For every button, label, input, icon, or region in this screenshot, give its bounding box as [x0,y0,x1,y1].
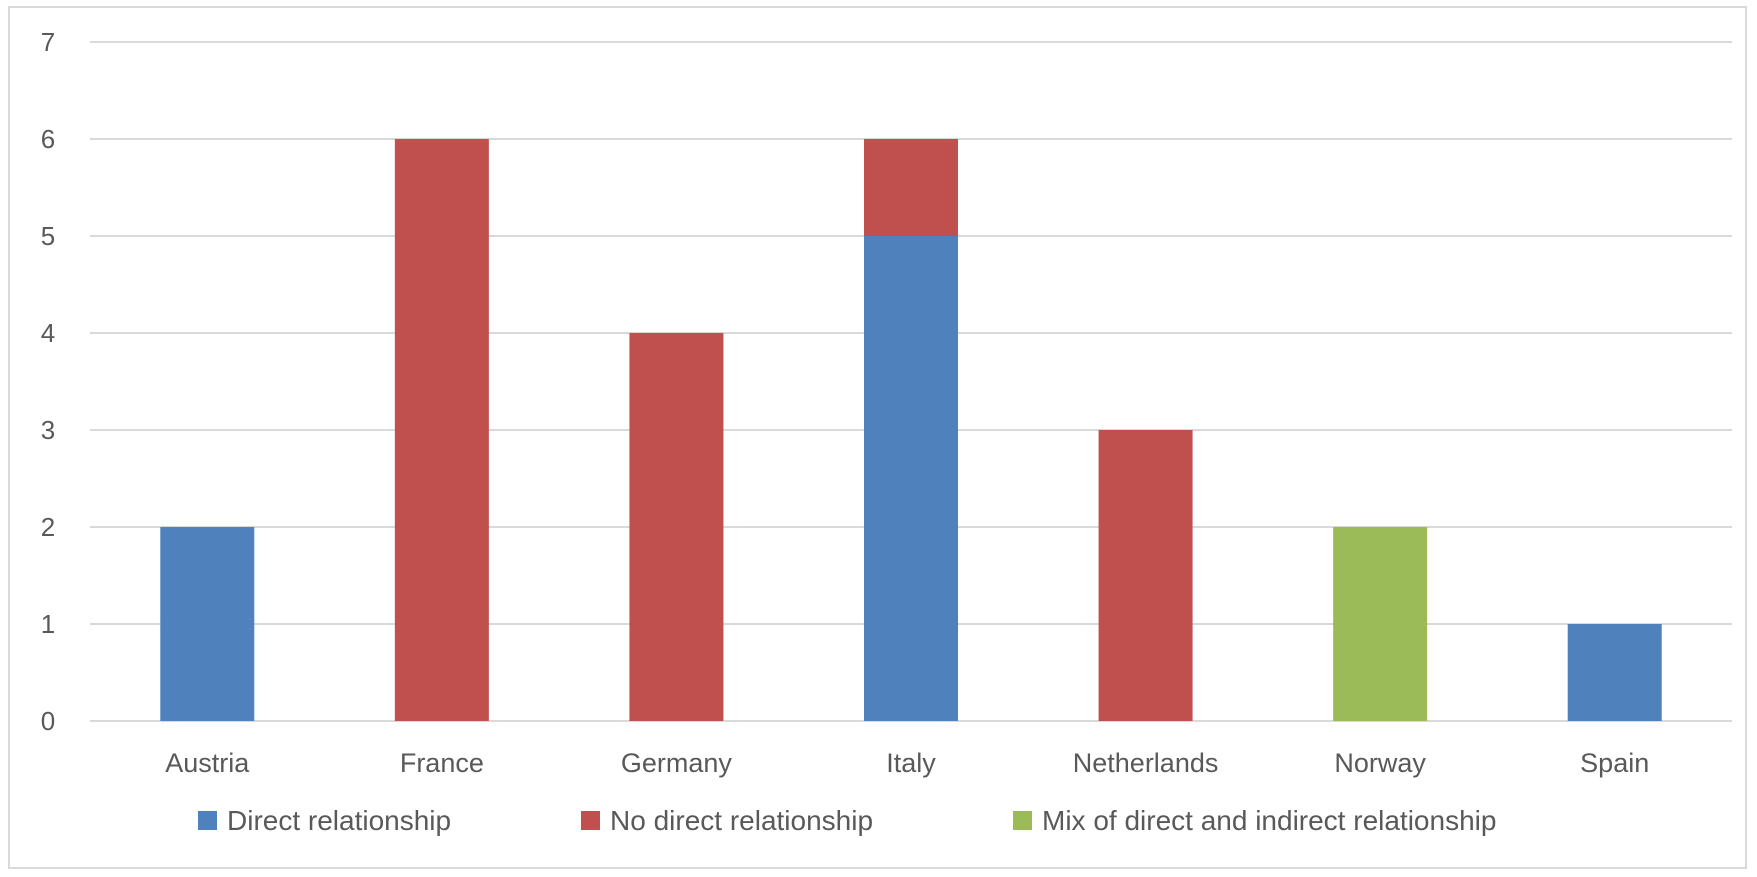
bar-norway-series-2 [1333,527,1428,721]
x-tick-label-netherlands: Netherlands [1073,748,1219,778]
x-tick-label-spain: Spain [1580,748,1649,778]
bar-spain-series-0 [1567,624,1662,721]
y-tick-label-5: 5 [41,221,55,251]
legend-swatch-1 [581,811,600,830]
legend-label-2: Mix of direct and indirect relationship [1042,805,1496,836]
x-tick-label-germany: Germany [621,748,733,778]
bar-netherlands-series-1 [1098,430,1193,721]
legend-swatch-2 [1013,811,1032,830]
bar-austria-series-0 [160,527,255,721]
x-tick-label-italy: Italy [886,748,936,778]
y-tick-label-6: 6 [41,124,55,154]
y-tick-label-0: 0 [41,706,55,736]
y-tick-label-1: 1 [41,609,55,639]
x-tick-label-norway: Norway [1334,748,1426,778]
legend-swatch-0 [198,811,217,830]
y-tick-label-3: 3 [41,415,55,445]
bar-france-series-1 [394,139,489,721]
y-tick-label-7: 7 [41,27,55,57]
bar-germany-series-1 [629,333,724,721]
legend-label-0: Direct relationship [227,805,451,836]
bar-italy-series-1 [864,139,958,236]
y-tick-label-4: 4 [41,318,55,348]
legend-label-1: No direct relationship [610,805,873,836]
y-tick-label-2: 2 [41,512,55,542]
x-tick-label-france: France [400,748,484,778]
x-tick-label-austria: Austria [165,748,250,778]
bar-italy-series-0 [864,236,958,721]
